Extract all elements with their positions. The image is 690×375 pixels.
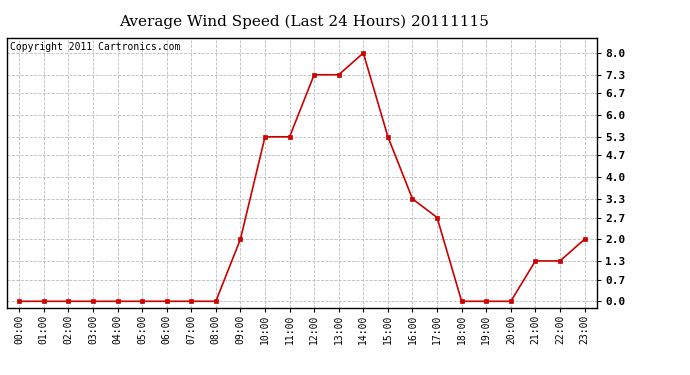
Text: Copyright 2011 Cartronics.com: Copyright 2011 Cartronics.com <box>10 42 180 51</box>
Text: Average Wind Speed (Last 24 Hours) 20111115: Average Wind Speed (Last 24 Hours) 20111… <box>119 15 489 29</box>
